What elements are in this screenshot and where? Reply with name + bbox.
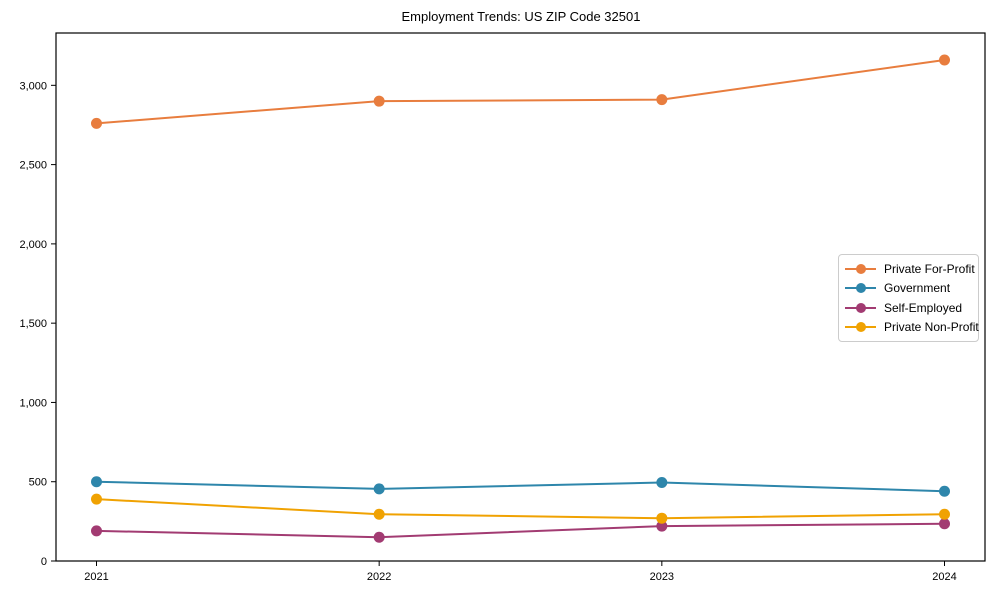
y-tick-label: 0 (41, 556, 47, 568)
y-tick-label: 1,500 (19, 318, 47, 330)
y-tick-label: 500 (29, 477, 47, 489)
legend: Private For-Profit Government Self-Emplo… (838, 254, 979, 342)
data-point-government-2024 (939, 485, 950, 497)
legend-label: Private Non-Profit (884, 320, 979, 335)
data-point-self-employed-2023 (656, 520, 668, 532)
legend-item-government: Government (845, 279, 972, 299)
x-tick-label: 2022 (367, 571, 391, 583)
legend-label: Private For-Profit (884, 261, 975, 276)
data-point-government-2022 (373, 483, 385, 495)
legend-item-private-for-profit: Private For-Profit (845, 259, 975, 279)
series-line-self-employed (95, 522, 946, 539)
data-point-government-2021 (91, 476, 102, 488)
data-point-private-non-profit-2024 (939, 508, 950, 520)
data-point-private-for-profit-2021 (91, 117, 102, 129)
data-point-private-non-profit-2021 (91, 493, 102, 505)
legend-line-marker-icon (845, 302, 876, 314)
legend-label: Self-Employed (884, 300, 963, 315)
data-point-private-for-profit-2023 (656, 94, 668, 106)
series-line-private-for-profit (95, 58, 946, 125)
legend-item-private-non-profit: Private Non-Profit (845, 318, 979, 338)
x-tick-label: 2024 (932, 571, 956, 583)
legend-line-marker-icon (845, 321, 876, 333)
y-tick-label: 2,000 (19, 239, 47, 251)
legend-line-marker-icon (845, 282, 876, 294)
data-point-private-for-profit-2024 (939, 54, 950, 66)
data-point-private-non-profit-2023 (656, 512, 668, 524)
plot-spines (55, 32, 986, 562)
series-line-government (95, 480, 946, 493)
y-tick-label: 2,500 (19, 160, 47, 172)
y-tick-label: 1,000 (19, 397, 47, 409)
data-point-self-employed-2022 (373, 531, 385, 543)
chart-title: Employment Trends: US ZIP Code 32501 (401, 9, 641, 24)
legend-item-self-employed: Self-Employed (845, 298, 972, 318)
y-tick-label: 3,000 (19, 80, 47, 92)
legend-label: Government (884, 281, 951, 296)
data-point-self-employed-2024 (939, 518, 950, 530)
series-line-private-non-profit (95, 498, 946, 520)
x-tick-label: 2021 (84, 571, 108, 583)
x-tick-label: 2023 (650, 571, 674, 583)
legend-line-marker-icon (845, 263, 876, 275)
data-point-self-employed-2021 (91, 525, 102, 537)
data-point-private-for-profit-2022 (373, 95, 385, 107)
data-point-private-non-profit-2022 (373, 508, 385, 520)
data-point-government-2023 (656, 477, 668, 489)
